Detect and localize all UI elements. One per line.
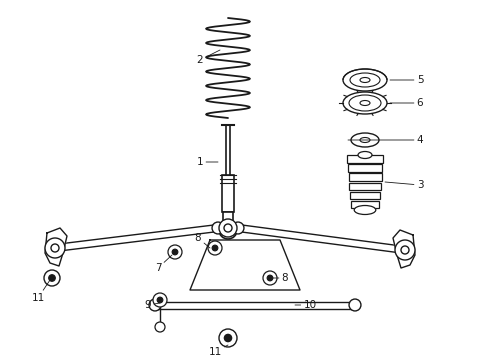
Ellipse shape [349, 95, 381, 111]
Text: 11: 11 [31, 280, 50, 303]
FancyBboxPatch shape [222, 175, 234, 212]
Text: 10: 10 [295, 300, 317, 310]
Circle shape [51, 244, 59, 252]
Circle shape [149, 299, 161, 311]
Ellipse shape [358, 152, 372, 158]
Text: 3: 3 [385, 180, 423, 190]
FancyBboxPatch shape [350, 192, 380, 199]
Circle shape [208, 241, 222, 255]
Ellipse shape [360, 100, 370, 105]
Ellipse shape [343, 69, 387, 91]
FancyBboxPatch shape [348, 173, 382, 181]
Text: 8: 8 [195, 233, 210, 248]
Text: 9: 9 [145, 300, 160, 310]
Circle shape [399, 244, 411, 256]
Circle shape [263, 271, 277, 285]
FancyBboxPatch shape [223, 212, 233, 225]
Ellipse shape [360, 77, 370, 82]
Text: 5: 5 [390, 75, 423, 85]
Text: 1: 1 [196, 157, 218, 167]
Polygon shape [155, 302, 355, 309]
Circle shape [168, 245, 182, 259]
Ellipse shape [351, 133, 379, 147]
Text: 8: 8 [272, 273, 288, 283]
Text: 6: 6 [390, 98, 423, 108]
Circle shape [212, 222, 224, 234]
Circle shape [395, 240, 415, 260]
Circle shape [45, 238, 65, 258]
Circle shape [224, 226, 232, 234]
Circle shape [153, 293, 167, 307]
Circle shape [349, 299, 361, 311]
Circle shape [49, 275, 55, 281]
Ellipse shape [343, 92, 387, 114]
Circle shape [157, 297, 163, 303]
Circle shape [155, 322, 165, 332]
FancyBboxPatch shape [348, 164, 382, 172]
Text: 7: 7 [155, 255, 172, 273]
Circle shape [267, 275, 273, 281]
Circle shape [219, 221, 237, 239]
Circle shape [401, 246, 409, 254]
Text: 4: 4 [348, 135, 423, 145]
Ellipse shape [354, 206, 376, 215]
Circle shape [172, 249, 178, 255]
Text: 11: 11 [208, 345, 228, 357]
Polygon shape [238, 225, 405, 253]
Text: 2: 2 [196, 50, 220, 65]
Polygon shape [54, 225, 219, 252]
Circle shape [224, 224, 232, 232]
FancyBboxPatch shape [351, 201, 379, 208]
Polygon shape [190, 240, 300, 290]
Circle shape [219, 219, 237, 237]
Circle shape [212, 245, 218, 251]
FancyBboxPatch shape [347, 155, 383, 162]
Ellipse shape [350, 73, 380, 87]
Circle shape [219, 329, 237, 347]
Circle shape [224, 334, 232, 342]
Circle shape [232, 222, 244, 234]
FancyBboxPatch shape [349, 183, 381, 190]
Circle shape [44, 270, 60, 286]
Ellipse shape [360, 138, 370, 143]
Polygon shape [393, 230, 415, 268]
Circle shape [49, 242, 61, 254]
Polygon shape [45, 228, 67, 266]
